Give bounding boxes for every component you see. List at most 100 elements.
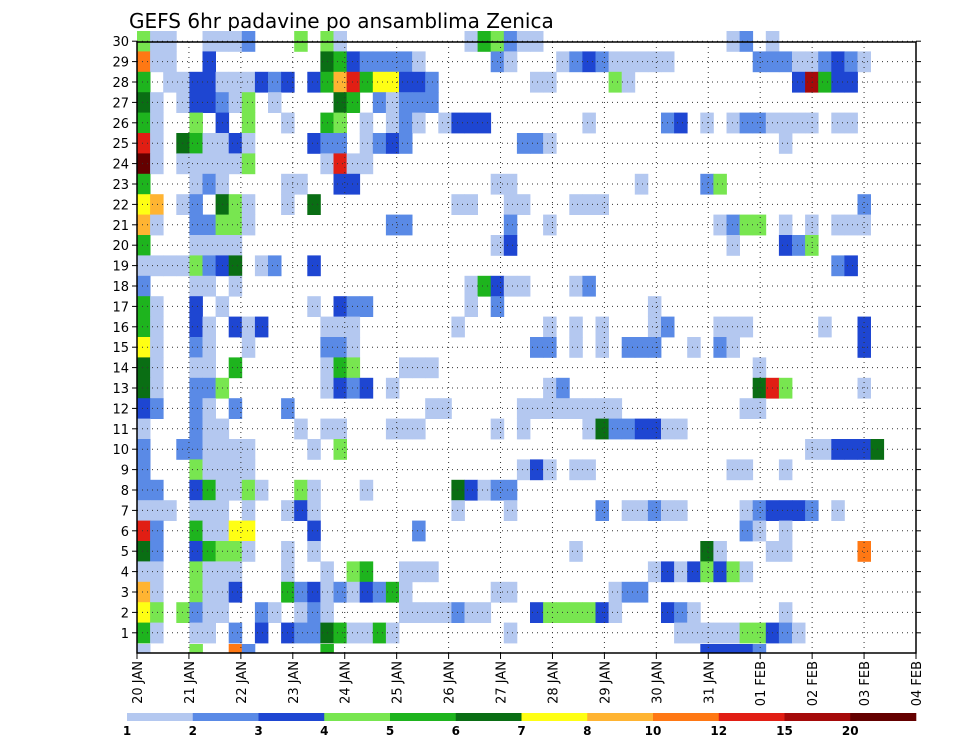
heatmap-cell — [569, 398, 583, 419]
y-tick-label: 11 — [112, 423, 129, 438]
heatmap-cell — [137, 541, 151, 562]
heatmap-cell — [189, 112, 203, 134]
heatmap-cell — [713, 337, 727, 358]
heatmap-cell — [451, 500, 465, 521]
heatmap-cell — [307, 581, 321, 603]
heatmap-cell — [307, 255, 321, 277]
heatmap-cell — [516, 398, 531, 419]
heatmap-cell — [202, 520, 216, 542]
heatmap-cell — [530, 337, 544, 358]
heatmap-cell — [241, 194, 256, 215]
heatmap-cell — [228, 644, 243, 653]
heatmap-cell — [530, 398, 544, 419]
heatmap-cell — [268, 602, 282, 623]
heatmap-cell — [333, 357, 347, 379]
heatmap-cell — [254, 479, 269, 501]
heatmap-cell — [176, 153, 190, 175]
heatmap-cell — [713, 316, 727, 338]
heatmap-cell — [241, 133, 256, 154]
grid — [137, 40, 916, 653]
heatmap-cell — [543, 316, 557, 338]
y-tick-label: 25 — [112, 137, 129, 152]
heatmap-cell — [163, 255, 177, 277]
heatmap-cell — [752, 51, 767, 73]
heatmap-cell — [137, 214, 151, 236]
heatmap-cell — [137, 255, 151, 277]
heatmap-cell — [818, 439, 832, 460]
colorbar-label: 4 — [320, 724, 328, 738]
heatmap-cell — [333, 622, 347, 644]
heatmap-cell — [805, 439, 819, 460]
heatmap-cell — [503, 581, 518, 603]
heatmap-cell — [372, 622, 387, 644]
heatmap-cell — [346, 153, 361, 175]
heatmap-cell — [346, 337, 361, 358]
heatmap-cell — [464, 602, 478, 623]
heatmap-cell — [137, 418, 151, 440]
heatmap-cell — [503, 500, 518, 521]
heatmap-cell — [857, 194, 871, 215]
heatmap-cell — [412, 357, 426, 379]
x-tick-label: 22 JAN — [235, 661, 250, 704]
heatmap-cell — [582, 398, 596, 419]
heatmap-cell — [726, 235, 740, 256]
heatmap-cell — [399, 581, 413, 603]
heatmap-cell — [359, 153, 374, 175]
heatmap-cell — [137, 296, 151, 317]
heatmap-cell — [137, 602, 151, 623]
heatmap-cell — [189, 644, 203, 653]
heatmap-cell — [608, 581, 623, 603]
heatmap-cell — [137, 112, 151, 134]
heatmap-cell — [778, 377, 793, 399]
heatmap-cell — [228, 133, 243, 154]
colorbar-label: 10 — [645, 724, 662, 738]
heatmap-cell — [307, 541, 321, 562]
heatmap-cell — [752, 112, 767, 134]
heatmap-cell — [150, 92, 164, 113]
heatmap-cell — [150, 541, 164, 562]
heatmap-cell — [464, 296, 478, 317]
heatmap-cell — [202, 255, 216, 277]
heatmap-cell — [425, 561, 439, 583]
heatmap-cell — [137, 622, 151, 644]
heatmap-cell — [739, 644, 754, 653]
heatmap-cell — [202, 479, 216, 501]
heatmap-cells — [137, 31, 885, 653]
heatmap-cell — [176, 133, 190, 154]
heatmap-cell — [189, 418, 203, 440]
y-tick-label: 19 — [112, 260, 129, 275]
y-tick-label: 18 — [112, 280, 129, 295]
x-axis: 20 JAN 21 JAN 22 JAN 23 JAN 24 JAN 25 JAN 26 J… — [131, 653, 925, 706]
heatmap-cell — [202, 459, 216, 481]
heatmap-cell — [359, 377, 374, 399]
heatmap-cell — [621, 337, 636, 358]
heatmap-cell — [425, 602, 439, 623]
y-tick-label: 6 — [121, 525, 129, 540]
x-tick-label: 24 JAN — [339, 661, 354, 704]
heatmap-cell — [674, 500, 688, 521]
heatmap-cell — [425, 71, 439, 93]
colorbar-label: 3 — [254, 724, 262, 738]
heatmap-cell — [189, 561, 203, 583]
heatmap-cell — [189, 296, 203, 317]
heatmap-cell — [647, 418, 662, 440]
heatmap-cell — [307, 194, 321, 215]
heatmap-cell — [137, 235, 151, 256]
y-tick-label: 12 — [112, 402, 129, 417]
heatmap-cell — [359, 479, 374, 501]
heatmap-cell — [241, 479, 256, 501]
heatmap-cell — [844, 51, 858, 73]
y-tick-label: 21 — [112, 219, 129, 234]
heatmap-cell — [778, 459, 793, 481]
heatmap-cell — [647, 500, 662, 521]
heatmap-cell — [202, 275, 216, 297]
heatmap-cell — [137, 153, 151, 175]
heatmap-cell — [412, 51, 426, 73]
heatmap-cell — [687, 337, 701, 358]
heatmap-cell — [228, 398, 243, 419]
heatmap-cell — [202, 214, 216, 236]
heatmap-cell — [844, 112, 858, 134]
heatmap-cell — [333, 316, 347, 338]
colorbar-swatch — [784, 713, 851, 721]
heatmap-cell — [346, 561, 361, 583]
